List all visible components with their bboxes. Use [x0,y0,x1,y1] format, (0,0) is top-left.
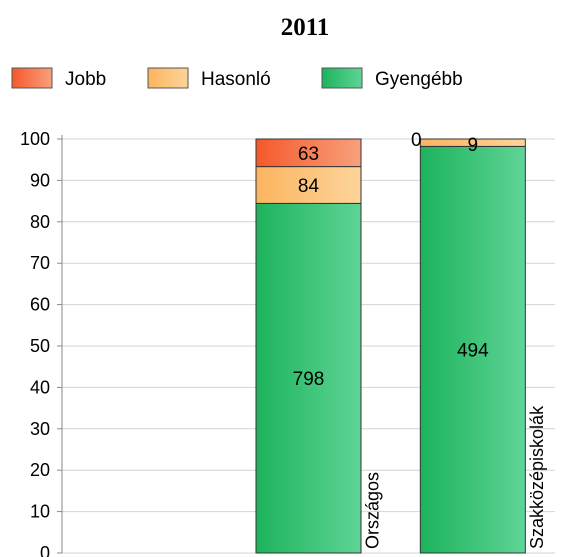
legend-swatch-gyengebb [321,67,363,89]
bar-segment-jobb [255,138,362,168]
y-tick-label: 40 [30,377,50,397]
bar-segment-hasonlo [419,138,526,147]
data-label-hasonlo: 9 [468,135,479,156]
category-label: Szakközépiskolák [527,405,547,549]
data-label-jobb: 63 [298,144,319,165]
y-tick-label: 60 [30,295,50,315]
y-tick-label: 50 [30,336,50,356]
legend-swatch-jobb [11,67,53,89]
data-label-gyengebb: 494 [457,341,489,362]
legend-label-hasonlo: Hasonló [201,69,271,90]
bar-segment-gyengebb [419,145,526,554]
category-label: Országos [363,472,383,549]
bars [255,138,526,554]
bar-segment-hasonlo [255,166,362,204]
y-tick-label: 90 [30,170,50,190]
data-labels: 798 84 63 494 9 0 [293,130,489,390]
y-tick-label: 30 [30,419,50,439]
data-label-jobb: 0 [411,130,422,151]
legend-label-jobb: Jobb [65,69,106,90]
legend: Jobb Hasonló Gyengébb [11,67,463,90]
legend-swatch-hasonlo [147,67,189,89]
chart-title: 2011 [281,14,330,41]
y-tick-label: 70 [30,253,50,273]
legend-label-gyengebb: Gyengébb [375,69,463,90]
y-tick-label: 80 [30,212,50,232]
data-label-gyengebb: 798 [293,369,325,390]
data-label-hasonlo: 84 [298,176,320,197]
bar-segment-gyengebb [255,202,362,554]
category-labels: Országos Szakközépiskolák [363,405,547,549]
y-tick-label: 10 [30,502,50,522]
y-tick-label: 0 [40,543,50,557]
y-tick-label: 100 [20,129,50,149]
y-tick-label: 20 [30,460,50,480]
